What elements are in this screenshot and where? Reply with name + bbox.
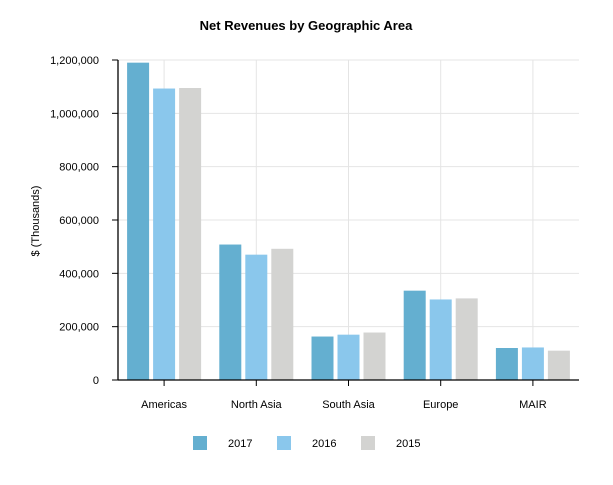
x-tick-label: Europe (423, 399, 458, 411)
x-tick-label: Americas (141, 399, 187, 411)
y-tick-labels: 0 200,000 400,000 600,000 800,000 1,000,000 1,… (50, 55, 99, 387)
legend-item-2015: 2015 (361, 436, 420, 450)
y-tick-label: 600,000 (59, 215, 99, 227)
x-tick-labels: Americas North Asia South Asia Europe MAIR (141, 399, 547, 411)
legend-swatch (361, 436, 375, 450)
y-axis-label: $ (Thousands) (30, 186, 42, 257)
y-tick-label: 1,000,000 (50, 108, 99, 120)
bar-2017-south-asia (311, 336, 334, 380)
legend-swatch (277, 436, 291, 450)
y-tick-label: 400,000 (59, 268, 99, 280)
legend-label: 2015 (396, 438, 420, 450)
y-tick-label: 800,000 (59, 162, 99, 174)
bar-2017-north-asia (219, 244, 242, 380)
axes (112, 59, 579, 386)
chart-title: Net Revenues by Geographic Area (200, 18, 413, 33)
bar-2017-americas (127, 62, 150, 381)
y-tick-label: 0 (93, 375, 99, 387)
legend-label: 2017 (228, 438, 252, 450)
bar-2017-mair (495, 348, 518, 380)
bar-2016-north-asia (245, 254, 268, 380)
x-tick-label: MAIR (519, 399, 547, 411)
bar-2016-mair (521, 347, 544, 380)
bar-2016-europe (429, 299, 452, 380)
legend-item-2017: 2017 (193, 436, 252, 450)
bar-2015-americas (179, 88, 202, 380)
bar-2016-americas (153, 88, 176, 381)
legend: 2017 2016 2015 (193, 436, 420, 450)
bars (127, 62, 570, 381)
legend-item-2016: 2016 (277, 436, 336, 450)
x-tick-label: North Asia (231, 399, 283, 411)
x-tick-label: South Asia (322, 399, 375, 411)
y-tick-label: 200,000 (59, 322, 99, 334)
bar-2017-europe (403, 290, 426, 380)
bar-2015-north-asia (271, 248, 294, 380)
bar-2016-south-asia (337, 334, 360, 380)
bar-2015-mair (547, 350, 570, 380)
legend-swatch (193, 436, 207, 450)
bar-2015-europe (455, 298, 478, 380)
legend-label: 2016 (312, 438, 336, 450)
bar-2015-south-asia (363, 332, 386, 380)
y-tick-label: 1,200,000 (50, 55, 99, 67)
